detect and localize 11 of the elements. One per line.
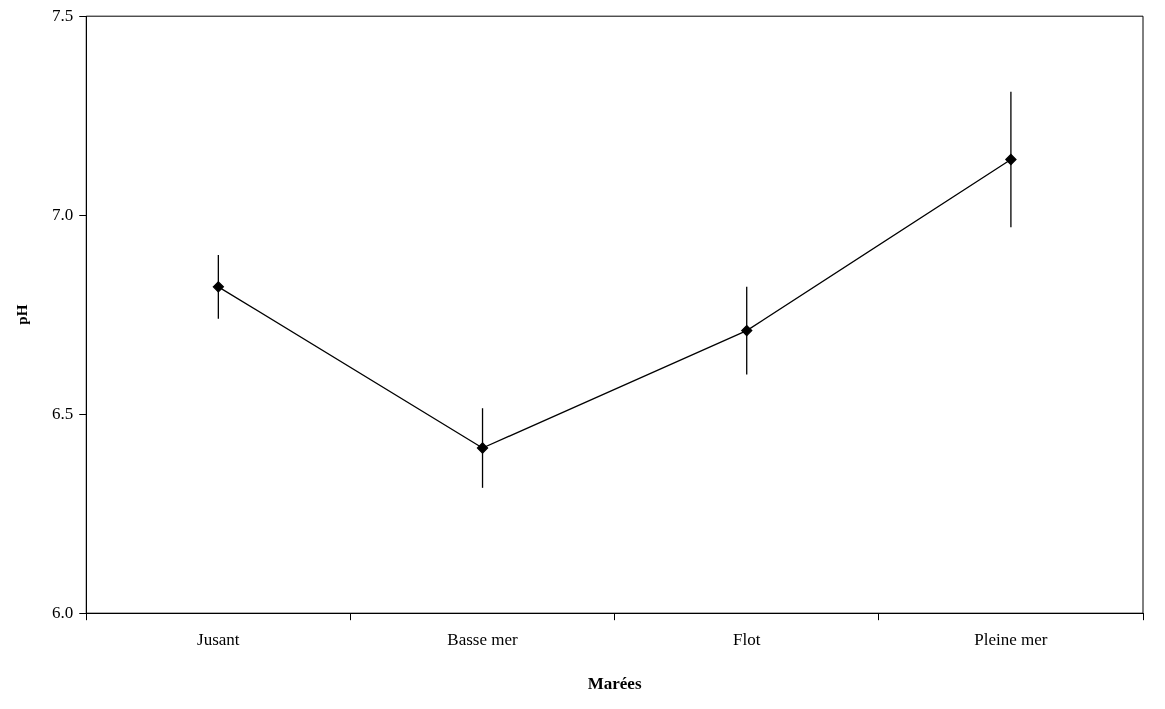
point [741,324,753,337]
x-tick-label: Pleine mer [974,629,1048,649]
y-tick-label: 6.0 [52,602,74,622]
x-tick-label: Flot [733,629,761,649]
x-axis-title: Marées [587,674,642,694]
y-tick-label: 7.5 [52,5,74,25]
y-axis-title: pH [13,304,30,325]
x-tick-label: Jusant [197,629,240,649]
y-tick-label: 6.5 [52,403,74,423]
y-tick-label: 7.0 [52,204,74,224]
x-tick-label: Basse mer [447,629,519,649]
